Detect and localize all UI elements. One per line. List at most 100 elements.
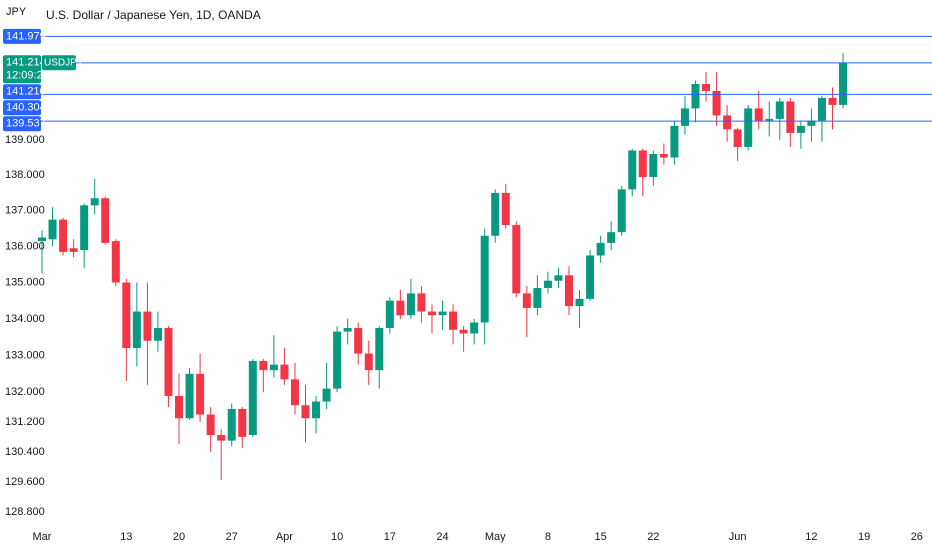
candle-body (828, 97, 837, 105)
x-tick-label: Jun (729, 531, 747, 543)
candle-body (449, 311, 458, 330)
candle-body (248, 360, 257, 436)
candle-body (122, 282, 131, 349)
candle-body (438, 311, 447, 316)
x-tick-label: 17 (384, 531, 396, 543)
candle-body (501, 192, 510, 225)
x-tick-label: 15 (594, 531, 606, 543)
price-badge (3, 84, 41, 100)
candle-body (680, 108, 689, 126)
candle-body (575, 298, 584, 307)
candle-body (491, 192, 500, 236)
candle-body (744, 108, 753, 147)
candle-body (385, 300, 394, 328)
candle-body (312, 401, 321, 419)
candle-body (427, 311, 436, 316)
y-tick-label: 129.600 (5, 476, 45, 488)
candle-body (786, 101, 795, 133)
y-tick-label: 135.000 (5, 276, 45, 288)
candle-body (470, 322, 479, 334)
y-tick-label: 128.800 (5, 506, 45, 518)
candle-body (38, 237, 46, 242)
candle-body (290, 379, 299, 406)
candle-body (775, 101, 784, 119)
symbol-badge (42, 55, 76, 71)
x-tick-label: 12 (805, 531, 817, 543)
candle-body (90, 198, 99, 206)
candle-body (101, 198, 110, 243)
candle-body (702, 84, 711, 91)
candle-body (417, 293, 426, 312)
candle-body (796, 125, 805, 133)
candle-body (301, 405, 310, 419)
candle-body (596, 242, 605, 256)
y-tick-label: 130.400 (5, 446, 45, 458)
y-tick-label: 138.000 (5, 169, 45, 181)
candle-body (354, 327, 363, 354)
overlay: JPY U.S. Dollar / Japanese Yen, 1D, OAND… (3, 6, 923, 543)
candle-body (459, 329, 468, 334)
candle-body (175, 395, 184, 419)
candle-body (817, 97, 826, 121)
candle-body (659, 154, 668, 158)
candle-body (754, 108, 763, 121)
candle-body (691, 84, 700, 109)
y-tick-label: 139.000 (5, 134, 45, 146)
candle-body (217, 435, 226, 441)
candle-body (164, 327, 173, 396)
candle-body (322, 388, 331, 402)
candle-body (733, 129, 742, 147)
x-tick-label: 27 (226, 531, 238, 543)
candle-body (565, 275, 573, 307)
candle-body (765, 118, 774, 121)
y-tick-label: 132.000 (5, 386, 45, 398)
candle-body (333, 331, 342, 389)
candle-body (522, 293, 531, 308)
candle-body (638, 150, 647, 177)
candle-body (143, 311, 152, 341)
candle-body (543, 280, 552, 288)
y-tick-label: 134.000 (5, 313, 45, 325)
candle-body (649, 154, 658, 177)
price-label: 139.537 (6, 118, 46, 130)
candle-body (59, 219, 68, 252)
candle-body (617, 189, 626, 233)
candle-body (396, 300, 405, 316)
price-badge (3, 116, 41, 132)
candle-body (48, 219, 57, 240)
x-tick-label: Mar (33, 531, 52, 543)
candle-body (723, 115, 732, 130)
plot-area (38, 35, 932, 481)
candle-body (185, 373, 194, 419)
candle-body (238, 408, 247, 437)
x-tick-label: 20 (173, 531, 185, 543)
x-tick-label: 10 (331, 531, 343, 543)
candle-body (375, 327, 384, 371)
price-badge (3, 28, 41, 44)
candle-body (406, 293, 415, 316)
price-label: 141.979 (6, 30, 46, 42)
price-label: 140.304 (6, 102, 46, 114)
y-tick-label: 137.000 (5, 205, 45, 217)
symbol-label: USDJPY (44, 57, 84, 68)
candle-body (364, 353, 373, 371)
x-tick-label: 13 (120, 531, 132, 543)
price-badge (3, 100, 41, 116)
candle-body (80, 205, 89, 251)
candle-body (533, 287, 542, 308)
currency-label: JPY (6, 6, 27, 18)
x-tick-label: Apr (276, 531, 293, 543)
candle-body (111, 241, 120, 283)
candle-body (259, 360, 268, 371)
price-label: 141.210 (6, 86, 46, 98)
candle-body (343, 327, 352, 332)
candle-body (839, 62, 848, 105)
chart-title: U.S. Dollar / Japanese Yen, 1D, OANDA (46, 8, 261, 22)
x-tick-label: 19 (858, 531, 870, 543)
candle-body (153, 327, 162, 341)
candle-body (269, 364, 278, 371)
countdown-label: 12:09:21 (6, 70, 49, 82)
candle-body (807, 120, 816, 126)
